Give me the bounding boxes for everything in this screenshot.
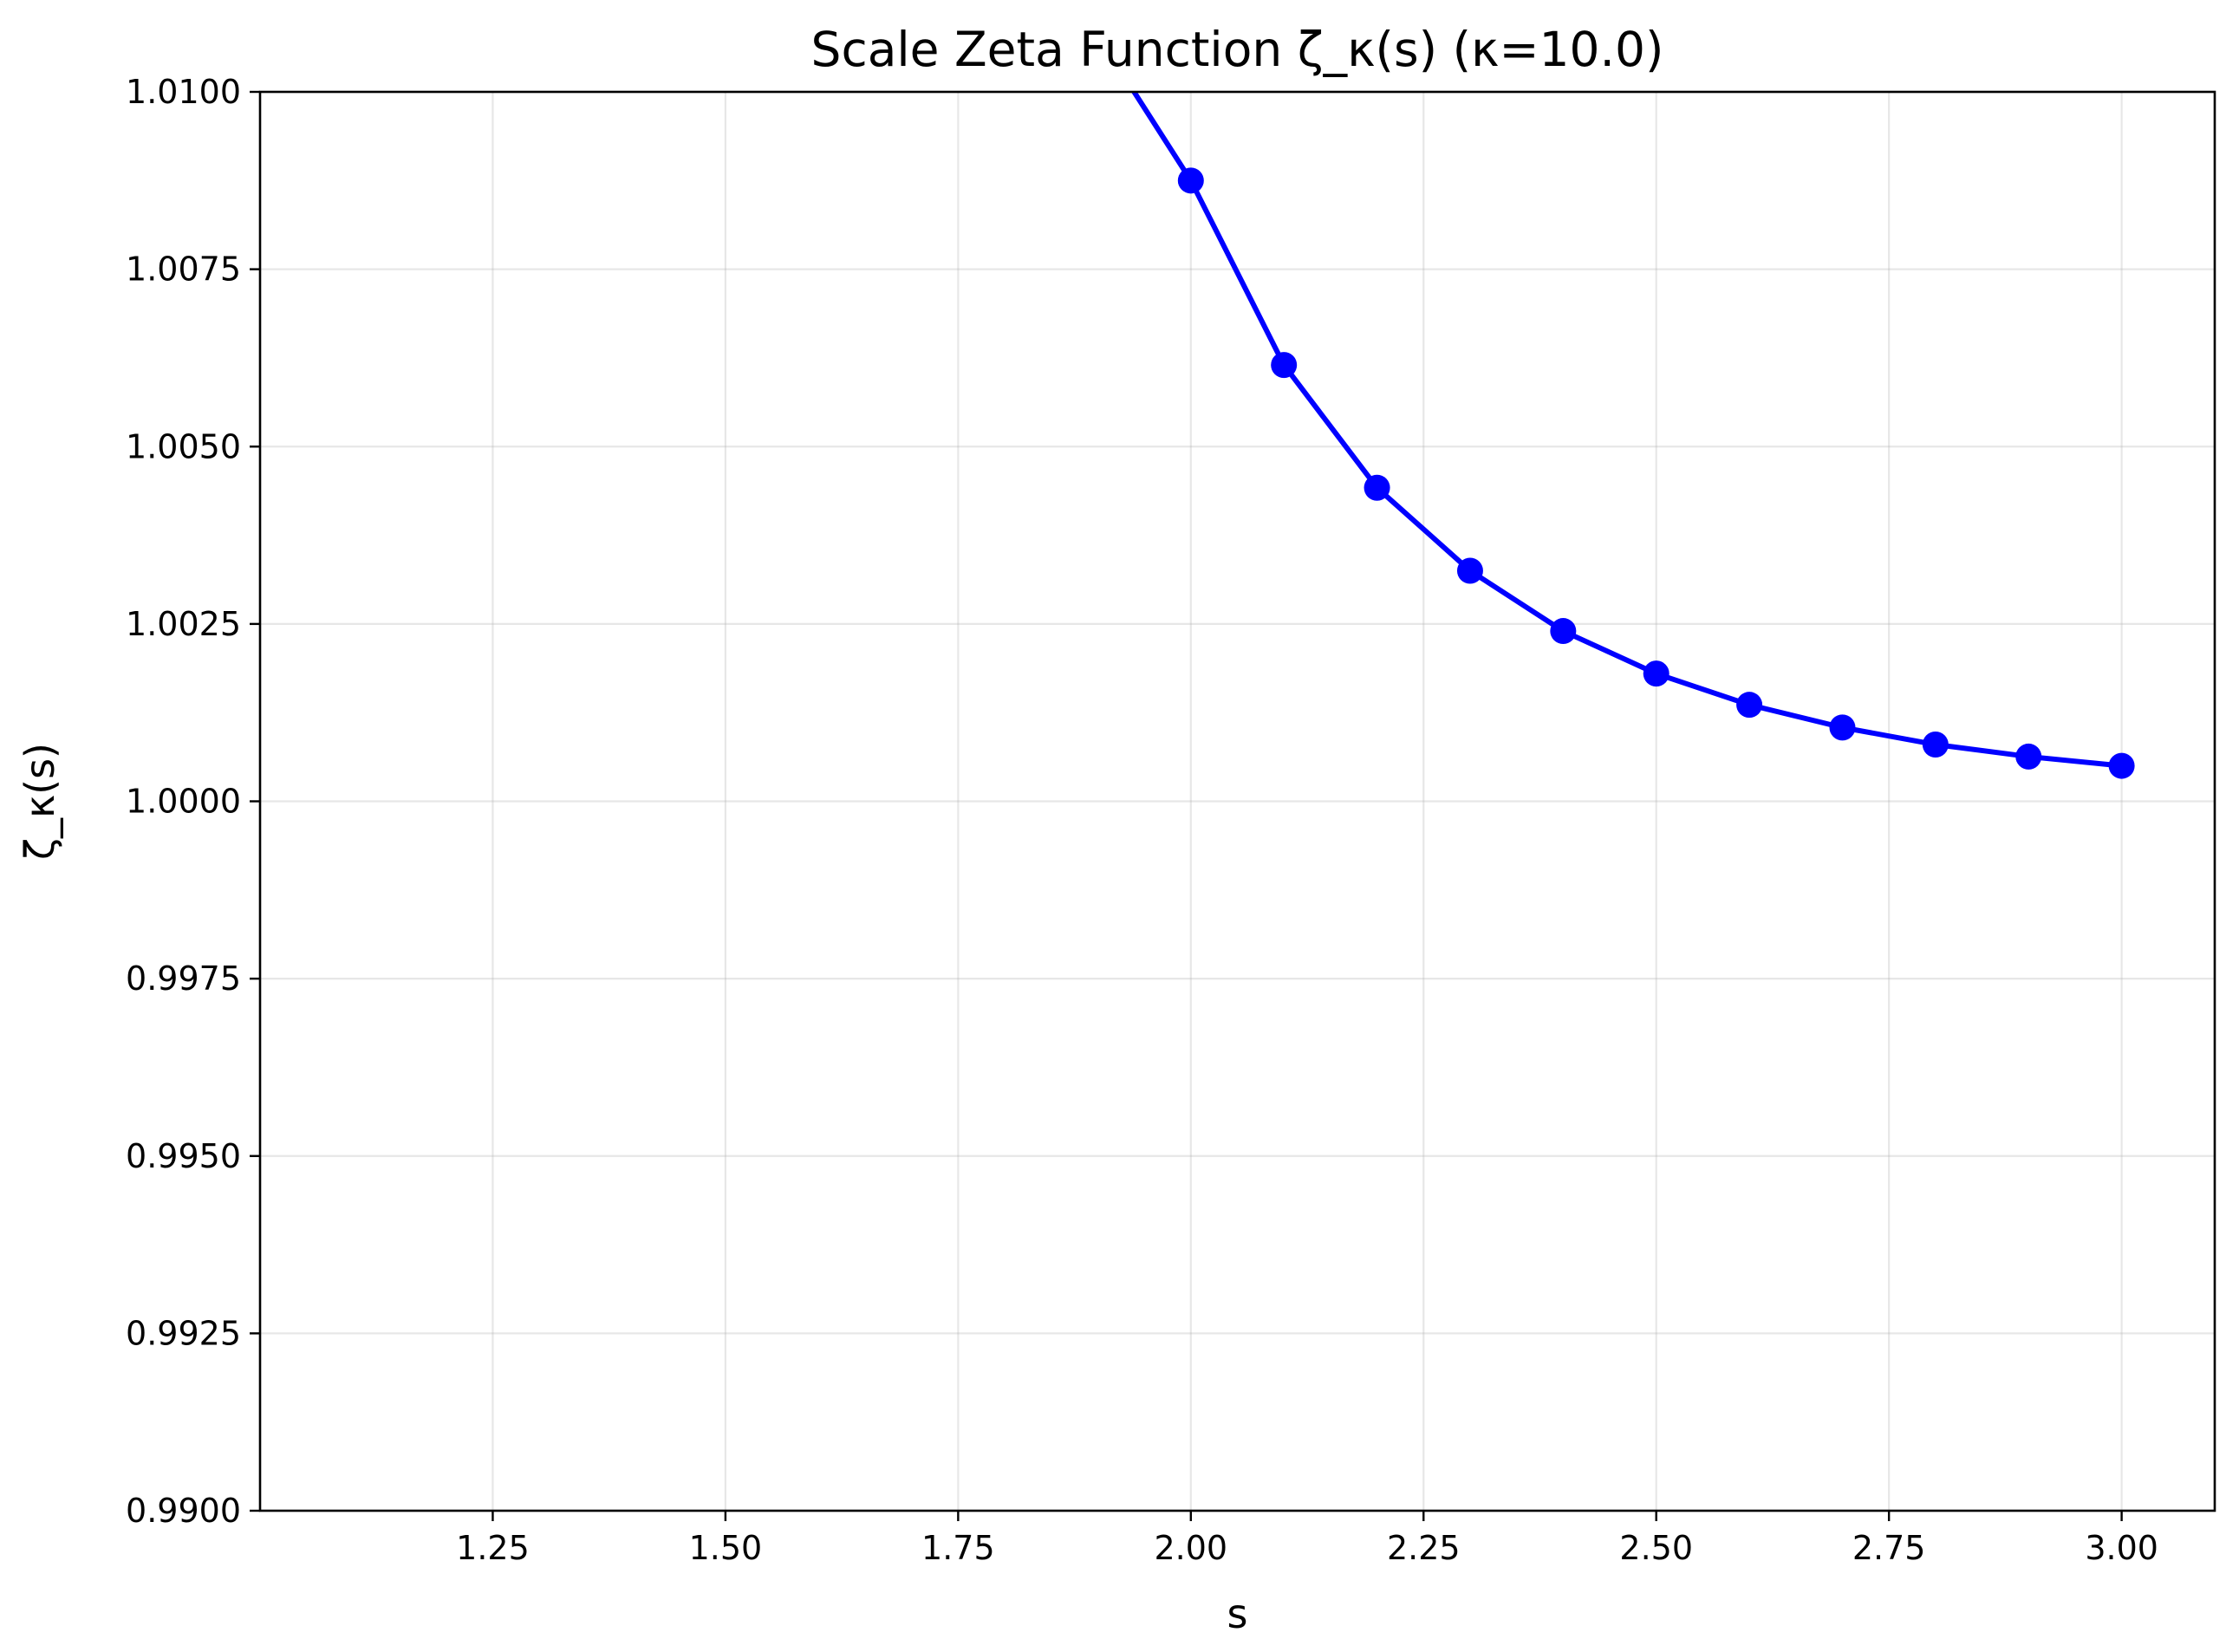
x-tick-label: 1.50 (689, 1529, 763, 1567)
y-tick-label: 1.0075 (126, 250, 241, 289)
grid (260, 90, 2215, 1512)
data-point (1736, 692, 1763, 719)
x-tick-label: 3.00 (2085, 1529, 2158, 1567)
data-point (1364, 474, 1390, 501)
x-axis-label: s (1227, 1590, 1248, 1637)
x-tick-label: 2.50 (1619, 1529, 1693, 1567)
x-tick-label: 1.25 (456, 1529, 530, 1567)
data-point (1829, 714, 1856, 741)
data-point (1177, 167, 1204, 194)
y-tick-label: 0.9975 (126, 959, 241, 998)
x-tick-label: 2.25 (1387, 1529, 1461, 1567)
data-point (1271, 352, 1298, 379)
data-point (1550, 618, 1577, 645)
y-tick-label: 0.9950 (126, 1137, 241, 1175)
x-tick-label: 1.75 (921, 1529, 995, 1567)
y-tick-label: 0.9900 (126, 1492, 241, 1530)
y-tick-label: 1.0025 (126, 605, 241, 643)
series-layer (1130, 92, 2135, 779)
data-point (2015, 743, 2042, 770)
data-point (1643, 660, 1669, 687)
x-tick-label: 2.00 (1155, 1529, 1228, 1567)
ticks: 1.25 1.50 1.75 2.00 2.25 2.50 2.75 3.00 0.9900 0.… (126, 73, 2158, 1567)
y-tick-label: 1.0100 (126, 73, 241, 111)
y-tick-label: 0.9925 (126, 1314, 241, 1352)
x-tick-label: 2.75 (1852, 1529, 1926, 1567)
data-point (1456, 557, 1483, 584)
y-tick-label: 1.0050 (126, 427, 241, 465)
y-tick-label: 1.0000 (126, 783, 241, 821)
y-axis-label: ζ_κ(s) (16, 743, 63, 860)
chart-title: Scale Zeta Function ζ_κ(s) (κ=10.0) (811, 22, 1664, 77)
data-point (1922, 732, 1949, 758)
data-point (2108, 752, 2135, 779)
